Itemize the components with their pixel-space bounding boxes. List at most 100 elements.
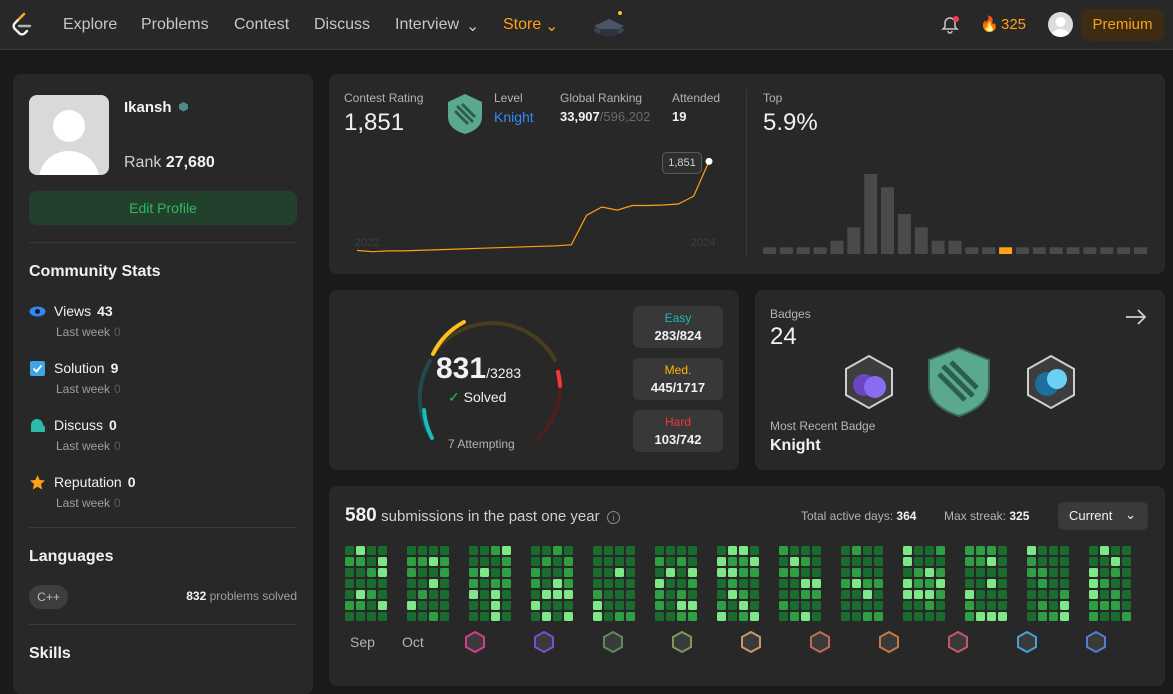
cube-icon (178, 102, 188, 112)
heatmap-cell (677, 612, 686, 621)
divider (29, 624, 297, 625)
language-tag[interactable]: C++ (29, 585, 68, 609)
heatmap-cell (666, 568, 675, 577)
edit-profile-button[interactable]: Edit Profile (29, 191, 297, 225)
heatmap-cell (666, 601, 675, 610)
nav-explore[interactable]: Explore (63, 16, 118, 33)
heatmap-cell (469, 612, 478, 621)
nav-problems[interactable]: Problems (141, 16, 209, 33)
heatmap-cell (739, 601, 748, 610)
heatmap-cell (469, 579, 478, 588)
streak-count[interactable]: 325 (1001, 16, 1027, 33)
heatmap-cell (666, 557, 675, 566)
attended-label: Attended (672, 91, 721, 105)
heatmap-cell (542, 612, 551, 621)
heatmap-cell (688, 546, 697, 555)
heatmap-cell (378, 612, 387, 621)
monthly-badge-icon (1017, 630, 1037, 654)
rating-line-chart[interactable] (349, 144, 729, 264)
heatmap-cell (841, 601, 850, 610)
heatmap-cell (717, 579, 726, 588)
leetcode-logo-icon[interactable] (10, 12, 34, 38)
heatmap-cell (903, 590, 912, 599)
heatmap-cell (1122, 557, 1131, 566)
easy-stat: Easy 283/824 (633, 306, 723, 348)
arrow-right-icon[interactable] (1125, 308, 1147, 326)
nav-store[interactable]: Store (503, 16, 542, 33)
chevron-down-icon: ⌄ (1125, 507, 1136, 522)
solved-label: ✓ Solved (448, 389, 507, 405)
heatmap-cell (593, 612, 602, 621)
heatmap-cell (1038, 601, 1047, 610)
submission-heatmap[interactable] (345, 544, 1151, 628)
heatmap-cell (903, 612, 912, 621)
graduation-cap-icon[interactable] (590, 8, 628, 40)
heatmap-cell (491, 590, 500, 599)
monthly-badge-icon (1086, 630, 1106, 654)
heatmap-cell (779, 568, 788, 577)
heatmap-cell (655, 601, 664, 610)
heatmap-cell (418, 612, 427, 621)
heatmap-cell (502, 546, 511, 555)
badges-count: 24 (770, 323, 797, 350)
rating-histogram[interactable] (763, 164, 1147, 256)
premium-button[interactable]: Premium (1081, 9, 1164, 41)
badge-50-days-icon[interactable] (843, 354, 895, 410)
heatmap-cell (739, 568, 748, 577)
heatmap-cell (1100, 590, 1109, 599)
heatmap-cell (841, 612, 850, 621)
nav-interview[interactable]: Interview (395, 16, 460, 33)
monthly-badge-icon (465, 630, 485, 654)
heatmap-cell (976, 557, 985, 566)
notification-bell-icon[interactable] (941, 16, 959, 34)
heatmap-cell (925, 546, 934, 555)
user-avatar[interactable] (1048, 12, 1073, 37)
medium-stat: Med. 445/1717 (633, 358, 723, 400)
heatmap-cell (626, 568, 635, 577)
nav-contest[interactable]: Contest (234, 16, 290, 33)
histogram-bar (813, 247, 827, 254)
chevron-down-icon[interactable]: ⌄ (466, 18, 480, 35)
top-label: Top (763, 91, 783, 105)
knight-badge-icon (448, 94, 482, 134)
range-dropdown[interactable]: Current ⌄ (1058, 502, 1148, 530)
heatmap-cell (564, 590, 573, 599)
heatmap-cell (779, 557, 788, 566)
heatmap-cell (688, 612, 697, 621)
heatmap-cell (1100, 568, 1109, 577)
heatmap-cell (1027, 568, 1036, 577)
nav-discuss[interactable]: Discuss (314, 16, 371, 33)
heatmap-cell (1100, 601, 1109, 610)
heatmap-cell (615, 601, 624, 610)
stat-discuss: Discuss 0 Last week 0 (29, 415, 289, 455)
histogram-bar (796, 247, 810, 254)
heatmap-cell (429, 601, 438, 610)
heatmap-cell (863, 579, 872, 588)
heatmap-cell (1111, 568, 1120, 577)
heatmap-cell (1038, 557, 1047, 566)
chevron-down-icon[interactable]: ⌄ (545, 18, 559, 35)
heatmap-cell (407, 612, 416, 621)
histogram-bar (948, 240, 962, 254)
latest-rating-point (705, 157, 713, 165)
badge-knight-icon[interactable] (925, 346, 993, 418)
monthly-badge-icon (672, 630, 692, 654)
attended-value: 19 (672, 109, 687, 124)
info-icon[interactable]: i (607, 511, 621, 524)
heatmap-cell (491, 546, 500, 555)
heatmap-cell (626, 546, 635, 555)
heatmap-cell (790, 579, 799, 588)
heatmap-cell (739, 590, 748, 599)
heatmap-cell (790, 601, 799, 610)
heatmap-cell (1060, 568, 1069, 577)
histogram-bar (864, 174, 878, 254)
heatmap-cell (914, 601, 923, 610)
heatmap-cell (345, 612, 354, 621)
heatmap-cell (874, 568, 883, 577)
badge-100-days-icon[interactable] (1025, 354, 1077, 410)
heatmap-cell (626, 557, 635, 566)
heatmap-cell (779, 590, 788, 599)
heatmap-cell (914, 612, 923, 621)
heatmap-cell (779, 579, 788, 588)
heatmap-cell (1060, 612, 1069, 621)
